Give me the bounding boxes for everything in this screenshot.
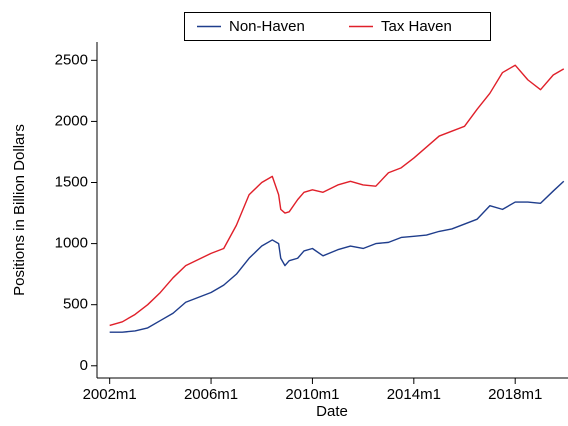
y-tick-label: 2500 xyxy=(55,51,88,68)
x-tick-label: 2014m1 xyxy=(387,386,441,403)
legend-label: Non-Haven xyxy=(229,18,305,35)
y-tick-label: 0 xyxy=(80,357,88,374)
x-tick-label: 2010m1 xyxy=(285,386,339,403)
x-tick-label: 2006m1 xyxy=(184,386,238,403)
y-tick-label: 1500 xyxy=(55,173,88,190)
y-tick-label: 2000 xyxy=(55,112,88,129)
legend-box xyxy=(184,12,491,41)
legend-label: Tax Haven xyxy=(381,18,452,35)
y-tick-label: 500 xyxy=(63,296,88,313)
series-line xyxy=(109,180,565,333)
y-axis-title: Positions in Billion Dollars xyxy=(11,124,28,296)
x-tick-label: 2002m1 xyxy=(83,386,137,403)
y-tick-label: 1000 xyxy=(55,235,88,252)
x-tick-label: 2018m1 xyxy=(488,386,542,403)
x-axis-title: Date xyxy=(316,403,348,420)
series-line xyxy=(109,64,565,327)
